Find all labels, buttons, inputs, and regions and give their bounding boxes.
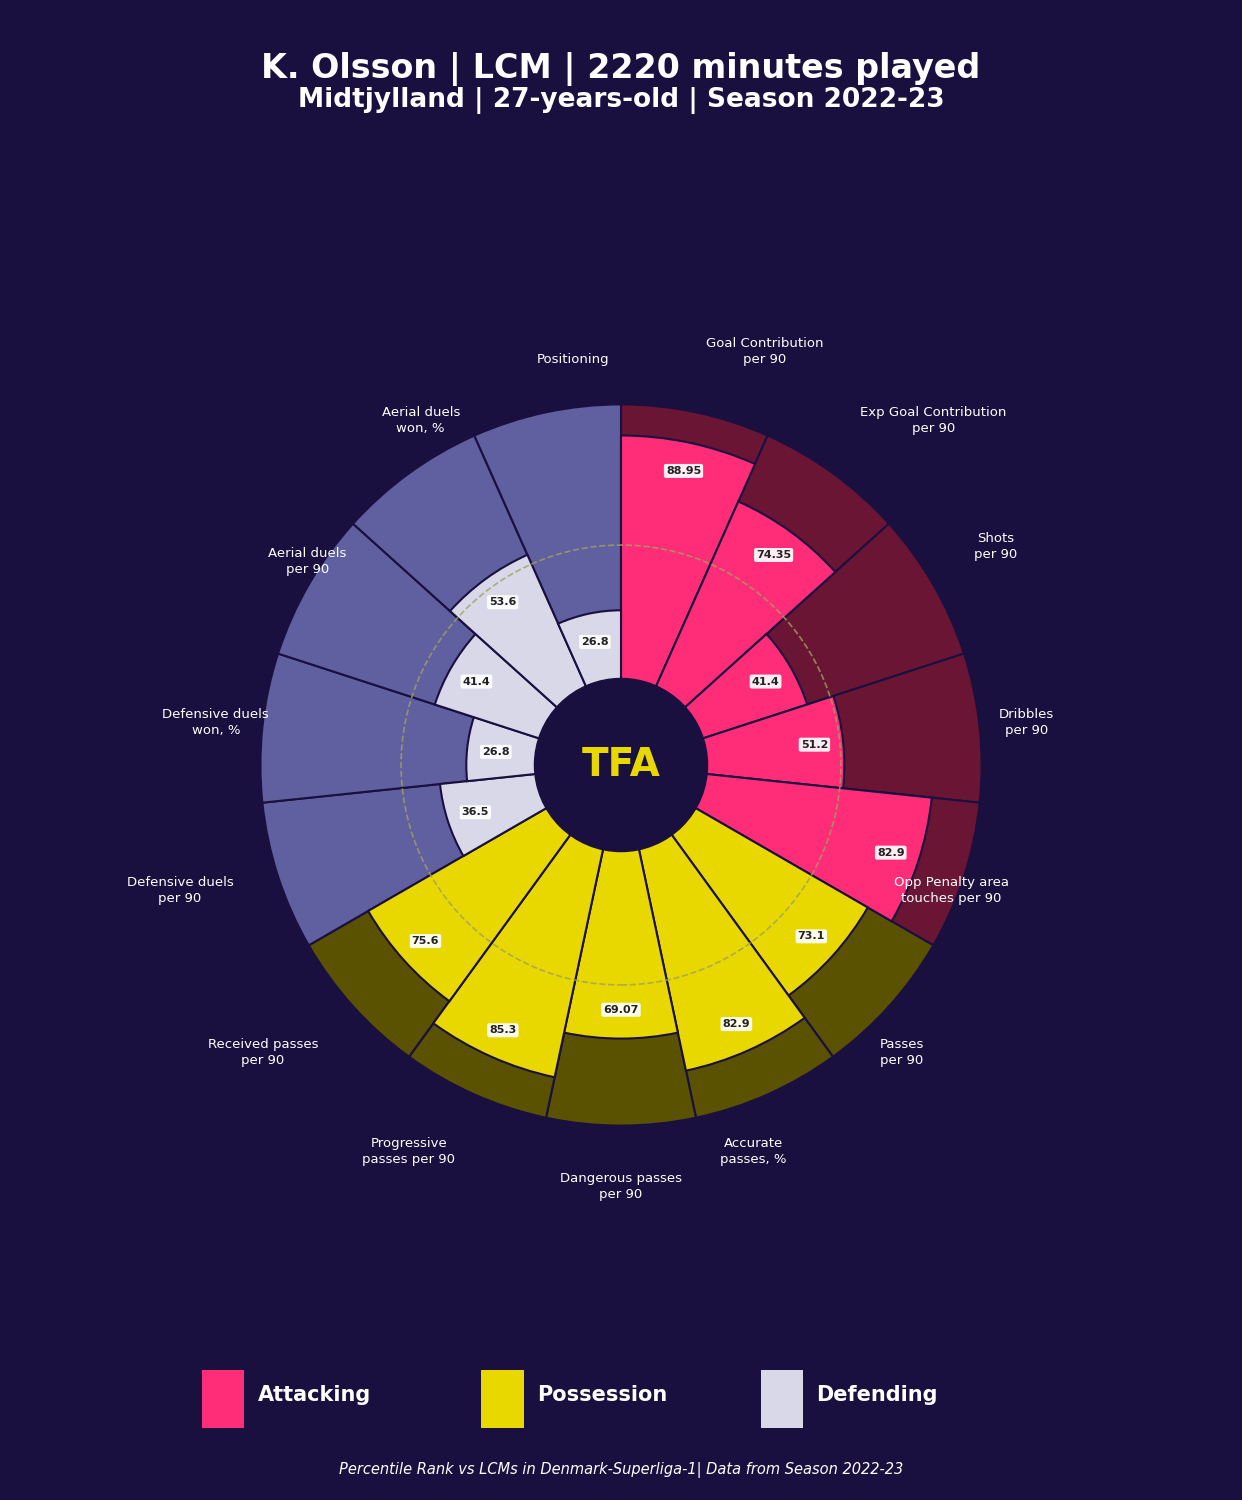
Wedge shape — [621, 405, 768, 693]
Text: Attacking: Attacking — [258, 1384, 371, 1404]
FancyBboxPatch shape — [761, 1370, 804, 1428]
Wedge shape — [261, 654, 545, 802]
Wedge shape — [653, 435, 889, 712]
Text: 36.5: 36.5 — [462, 807, 489, 818]
Wedge shape — [409, 830, 605, 1118]
Wedge shape — [668, 804, 868, 996]
Text: Goal Contribution
per 90: Goal Contribution per 90 — [705, 338, 823, 366]
Wedge shape — [440, 774, 553, 856]
Wedge shape — [433, 830, 605, 1077]
Text: Defending: Defending — [817, 1384, 938, 1404]
Text: Accurate
passes, %: Accurate passes, % — [720, 1137, 786, 1166]
Text: Aerial duels
won, %: Aerial duels won, % — [381, 406, 460, 435]
Text: Passes
per 90: Passes per 90 — [879, 1038, 924, 1066]
Wedge shape — [679, 634, 807, 741]
Text: 41.4: 41.4 — [751, 676, 780, 687]
Text: 26.8: 26.8 — [581, 638, 609, 646]
Wedge shape — [309, 804, 574, 1056]
Text: 26.8: 26.8 — [482, 747, 509, 758]
Wedge shape — [621, 435, 755, 693]
Wedge shape — [278, 524, 563, 741]
Circle shape — [534, 678, 708, 852]
Text: Exp Goal Contribution
per 90: Exp Goal Contribution per 90 — [861, 406, 1007, 435]
Wedge shape — [689, 774, 980, 945]
Wedge shape — [637, 830, 805, 1071]
Text: 88.95: 88.95 — [666, 466, 702, 476]
Text: Defensive duels
per 90: Defensive duels per 90 — [127, 876, 233, 906]
FancyBboxPatch shape — [201, 1370, 245, 1428]
Text: 82.9: 82.9 — [723, 1019, 750, 1029]
Wedge shape — [653, 501, 836, 712]
Text: Defensive duels
won, %: Defensive duels won, % — [163, 708, 270, 736]
Text: 41.4: 41.4 — [462, 676, 491, 687]
Text: Possession: Possession — [538, 1384, 667, 1404]
Text: 74.35: 74.35 — [756, 550, 791, 560]
Text: Percentile Rank vs LCMs in Denmark-Superliga-1| Data from Season 2022-23: Percentile Rank vs LCMs in Denmark-Super… — [339, 1461, 903, 1478]
Text: 73.1: 73.1 — [797, 932, 825, 942]
Text: Midtjylland | 27-years-old | Season 2022-23: Midtjylland | 27-years-old | Season 2022… — [298, 87, 944, 114]
Text: 53.6: 53.6 — [489, 597, 517, 608]
Text: Shots
per 90: Shots per 90 — [974, 532, 1017, 561]
Text: K. Olsson | LCM | 2220 minutes played: K. Olsson | LCM | 2220 minutes played — [261, 53, 981, 87]
Text: TFA: TFA — [581, 746, 661, 784]
Wedge shape — [262, 774, 553, 945]
Text: Dangerous passes
per 90: Dangerous passes per 90 — [560, 1173, 682, 1202]
Wedge shape — [466, 717, 545, 782]
Text: 69.07: 69.07 — [604, 1005, 638, 1014]
Wedge shape — [668, 804, 933, 1056]
FancyBboxPatch shape — [482, 1370, 524, 1428]
Text: Dribbles
per 90: Dribbles per 90 — [999, 708, 1054, 736]
Wedge shape — [697, 654, 981, 802]
Text: Received passes
per 90: Received passes per 90 — [207, 1038, 318, 1066]
Wedge shape — [697, 696, 845, 789]
Wedge shape — [689, 774, 932, 921]
Text: 82.9: 82.9 — [877, 847, 904, 858]
Wedge shape — [435, 634, 563, 741]
Text: Opp Penalty area
touches per 90: Opp Penalty area touches per 90 — [893, 876, 1009, 906]
Text: 75.6: 75.6 — [411, 936, 440, 946]
Text: Positioning: Positioning — [537, 354, 609, 366]
Wedge shape — [679, 524, 964, 741]
Wedge shape — [368, 804, 574, 1000]
Wedge shape — [474, 405, 621, 693]
Text: 85.3: 85.3 — [489, 1026, 517, 1035]
Wedge shape — [546, 843, 696, 1125]
Wedge shape — [558, 610, 621, 693]
Text: Progressive
passes per 90: Progressive passes per 90 — [363, 1137, 456, 1166]
Text: Aerial duels
per 90: Aerial duels per 90 — [268, 548, 347, 576]
Wedge shape — [564, 843, 678, 1038]
Wedge shape — [637, 830, 833, 1118]
Text: 51.2: 51.2 — [801, 740, 828, 750]
Wedge shape — [353, 435, 589, 712]
Wedge shape — [450, 555, 589, 712]
